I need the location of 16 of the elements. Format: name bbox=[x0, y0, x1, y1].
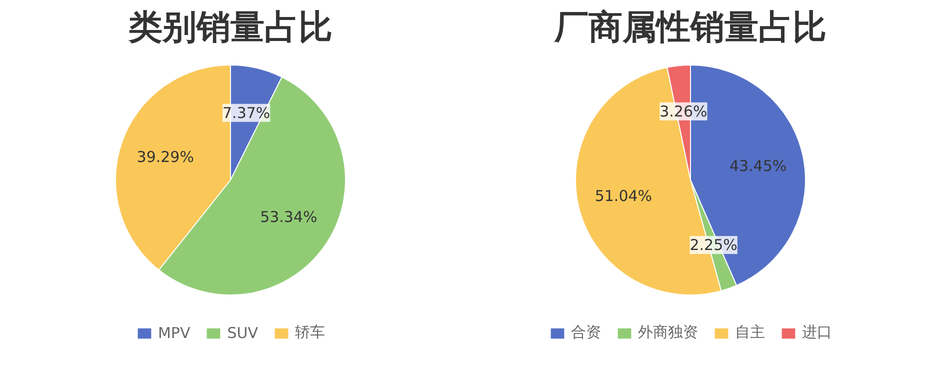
chart-title: 类别销量占比 bbox=[128, 8, 332, 48]
data-label: 53.34% bbox=[260, 208, 318, 226]
data-label: 43.45% bbox=[729, 156, 787, 175]
legend-label: MPV bbox=[158, 324, 190, 342]
data-label: 2.25% bbox=[690, 236, 738, 254]
legend-label: SUV bbox=[227, 324, 258, 342]
data-label: 39.29% bbox=[136, 148, 194, 166]
legend-label: 自主 bbox=[735, 323, 765, 342]
legend-label: 合资 bbox=[571, 323, 601, 342]
legend-label: 外商独资 bbox=[638, 323, 698, 342]
chart-title: 厂商属性销量占比 bbox=[554, 8, 826, 48]
data-label: 7.37% bbox=[222, 104, 270, 122]
data-label: 51.04% bbox=[594, 187, 652, 206]
data-label: 3.26% bbox=[660, 102, 708, 120]
legend-label: 轿车 bbox=[295, 323, 326, 342]
legend-label: 进口 bbox=[802, 323, 832, 342]
